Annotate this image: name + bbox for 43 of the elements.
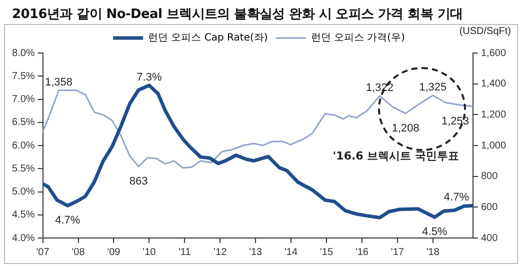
data-label: 4.5% (422, 226, 448, 238)
y-tick-label: 5.5% (12, 163, 35, 174)
legend-label: 런던 오피스 Cap Rate(좌) (148, 32, 268, 44)
y2-axis-title: (USD/SqFt) (459, 26, 511, 37)
annotation: '16.6 브렉시트 국민투표 (332, 149, 459, 162)
y2-tick-label: 1,000 (480, 140, 506, 152)
y-tick-label: 7.0% (12, 94, 35, 105)
data-label: 863 (129, 176, 148, 188)
x-tick-label: '09 (107, 246, 121, 258)
y2-tick-label: 1,200 (480, 109, 506, 120)
x-tick-label: '16 (355, 246, 369, 258)
y-tick-label: 4.0% (12, 232, 35, 244)
data-label: 7.3% (136, 71, 162, 84)
data-label: 1,253 (441, 116, 469, 128)
y2-tick-label: 1,600 (480, 48, 506, 59)
y2-tick-label: 600 (480, 202, 498, 213)
x-tick-label: '12 (214, 246, 228, 258)
x-tick-label: '13 (249, 246, 263, 258)
data-label: 1,358 (44, 76, 73, 88)
x-tick-label: '14 (284, 246, 298, 258)
x-tick-label: '15 (320, 246, 334, 258)
x-tick-label: '10 (142, 246, 156, 258)
legend-label: 런던 오피스 가격(우) (310, 32, 406, 44)
y-tick-label: 4.5% (12, 210, 35, 221)
x-tick-label: '08 (72, 246, 86, 258)
x-tick-label: '07 (36, 246, 50, 258)
y2-tick-label: 1,400 (480, 78, 506, 90)
data-label: 1,325 (419, 81, 447, 94)
chart-title: 2016년과 같이 No-Deal 브렉시트의 불확실성 완화 시 오피스 가격 회복 기대 (12, 6, 463, 23)
y-tick-label: 6.0% (12, 140, 35, 152)
y-tick-label: 5.0% (12, 186, 35, 198)
y-tick-label: 8.0% (12, 48, 35, 59)
data-label: 1,208 (392, 122, 420, 134)
data-label: 1,322 (366, 82, 394, 94)
x-tick-label: '18 (426, 246, 440, 258)
data-label: 4.7% (444, 192, 470, 204)
y2-tick-label: 800 (480, 171, 498, 182)
y-tick-label: 6.5% (12, 117, 35, 128)
y2-tick-label: 400 (480, 232, 498, 244)
x-tick-label: '17 (390, 246, 404, 258)
x-tick-label: '11 (178, 246, 192, 258)
y-tick-label: 7.5% (12, 70, 35, 82)
data-label: 4.7% (55, 214, 80, 227)
